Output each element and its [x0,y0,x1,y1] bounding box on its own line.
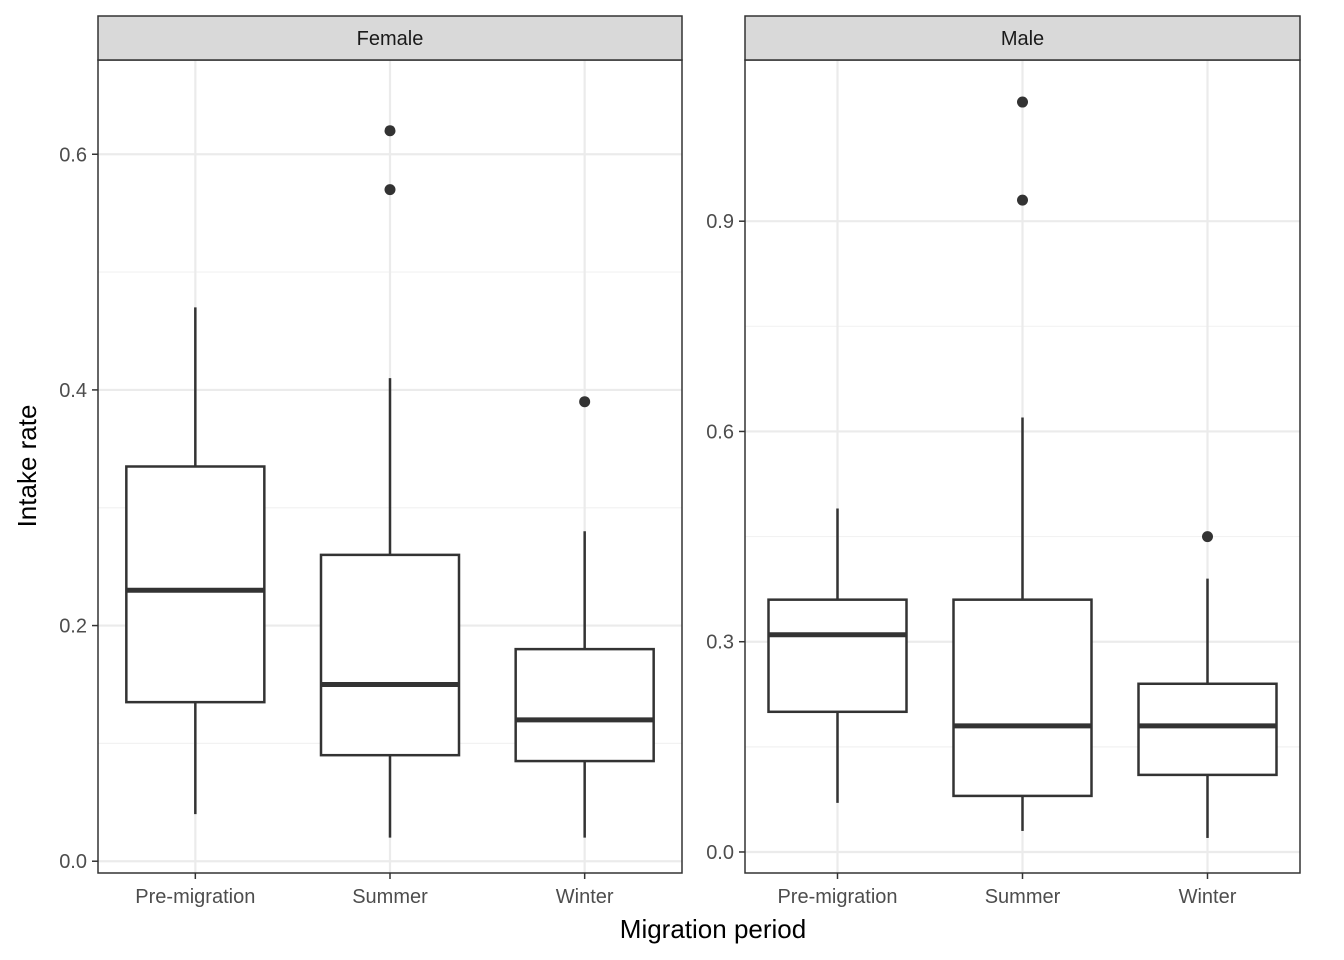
y-axis-title: Intake rate [12,405,42,528]
facet-strip [97,15,683,61]
y-tick-label: 0.2 [59,616,87,638]
outlier-point [1202,531,1213,543]
box-iqr [514,647,655,763]
y-tick-label: 0.9 [706,211,734,233]
x-tick-label: Summer [352,886,428,908]
box-winter [514,396,655,838]
x-tick-label: Winter [556,886,614,908]
box-iqr [952,598,1093,798]
x-axis-title: Migration period [620,914,806,944]
outlier-point [1017,96,1028,108]
facet-strip-label: Female [357,28,424,50]
x-tick-label: Winter [1179,886,1237,908]
x-tick-label: Summer [985,886,1061,908]
y-tick-label: 0.3 [706,632,734,654]
box-summer [319,125,461,838]
box-pre-migration [767,508,908,803]
outlier-point [384,184,396,196]
box-iqr [767,598,908,714]
x-tick-label: Pre-migration [135,886,255,908]
outlier-point [384,125,396,137]
panel-female: Female 0.0 0.2 0.4 0.6 Pre-migration Summer Win… [59,15,683,908]
facet-strip [744,15,1301,61]
outlier-point [579,396,591,408]
y-tick-label: 0.0 [706,842,734,864]
box-iqr [125,465,266,704]
facet-strip-label: Male [1001,28,1044,50]
box-summer [952,96,1093,831]
outlier-point [1017,194,1028,206]
box-pre-migration [125,307,266,815]
box-iqr [1137,682,1278,777]
y-tick-label: 0.4 [59,380,87,402]
box-winter [1137,531,1278,838]
y-tick-label: 0.6 [706,421,734,443]
y-tick-label: 0.0 [59,851,87,873]
panel-male: Male 0.0 0.3 0.6 0.9 Pre-migration Summer Winte… [706,15,1301,908]
y-tick-label: 0.6 [59,144,87,166]
box-iqr [319,553,461,757]
x-tick-label: Pre-migration [777,886,897,908]
